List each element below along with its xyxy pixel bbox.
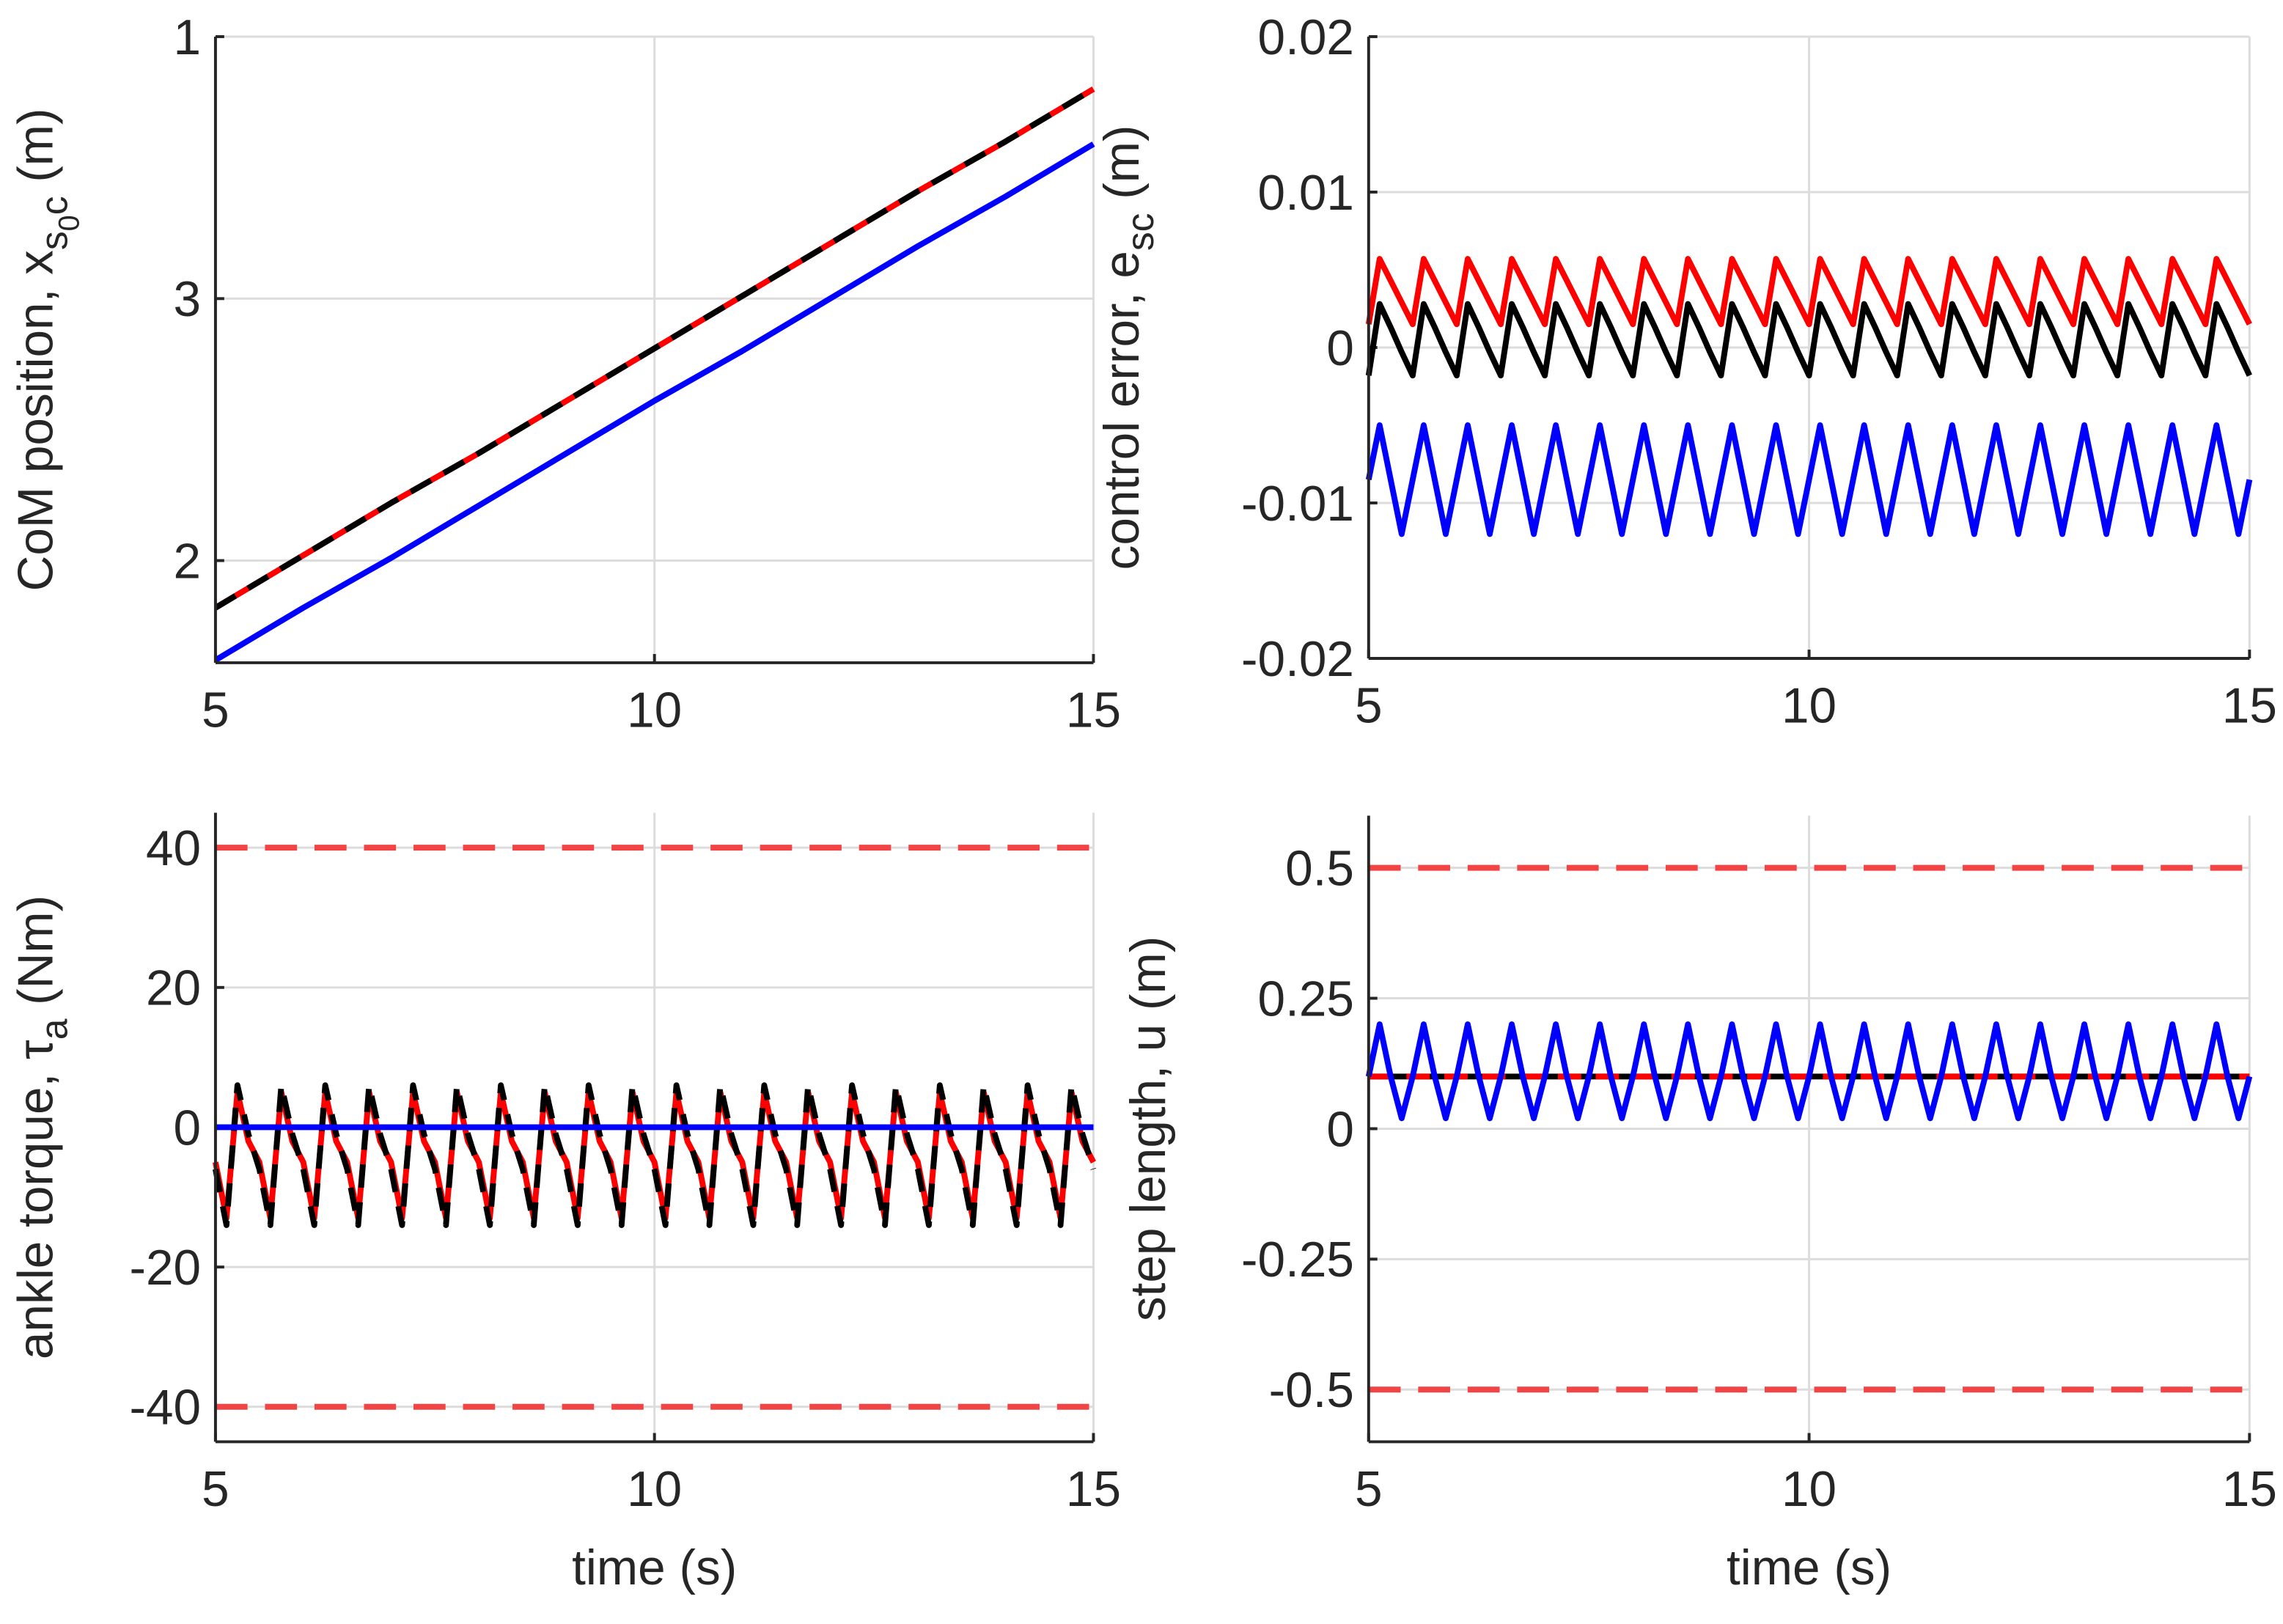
x-tick-label: 15 (2222, 1462, 2277, 1517)
x-tick-label: 10 (1782, 1462, 1837, 1517)
data-line (1365, 1021, 2253, 1122)
y-tick-label: -40 (129, 1381, 201, 1436)
y-axis-label-part: a (32, 1018, 75, 1040)
plot-area (1365, 256, 2253, 537)
data-line (1365, 422, 2253, 537)
y-tick-label: 0.25 (1258, 971, 1354, 1026)
x-tick-label: 5 (202, 1462, 229, 1517)
x-tick-label: 10 (627, 683, 682, 738)
data-line (213, 1082, 1097, 1228)
y-tick-label: -0.5 (1269, 1363, 1354, 1418)
y-tick-label: 2 (174, 534, 202, 589)
y-axis-label-part: 0 (53, 215, 85, 231)
y-tick-label: 0.02 (1258, 10, 1354, 65)
y-tick-label: 0.01 (1258, 166, 1354, 221)
x-tick-label: 5 (1355, 1462, 1383, 1517)
y-axis-label: ankle torque, τa (Nm) (8, 895, 75, 1359)
y-tick-label: -0.25 (1241, 1232, 1354, 1287)
y-axis-label-part: CoM position, x (8, 250, 63, 592)
plot-area (1365, 864, 2253, 1393)
y-axis-label: control error, esc (m) (1095, 125, 1161, 570)
y-axis-label: step length, u (m) (1121, 936, 1176, 1321)
x-tick-label: 5 (1355, 678, 1383, 733)
x-tick-label: 15 (1066, 683, 1121, 738)
y-tick-label: 0.5 (1285, 841, 1354, 896)
data-line (1365, 301, 2252, 379)
y-axis-label-part: (m) (1095, 125, 1150, 213)
y-axis-label-part: sc (1119, 213, 1161, 251)
x-tick-label: 10 (1782, 678, 1837, 733)
data-line (213, 87, 1095, 611)
x-axis-label: time (s) (1727, 1540, 1892, 1595)
data-line (213, 142, 1095, 663)
x-tick-label: 5 (202, 683, 229, 738)
y-axis-label: CoM position, xs0c (m) (8, 108, 85, 591)
y-tick-label: 20 (146, 961, 201, 1016)
plot-area (213, 87, 1095, 663)
y-axis-label-part: control error, e (1095, 251, 1150, 570)
y-tick-label: 1 (174, 10, 202, 65)
y-tick-label: -20 (129, 1241, 201, 1296)
plot-area (213, 845, 1097, 1410)
data-line (1365, 256, 2252, 328)
y-tick-label: 0 (1326, 321, 1354, 376)
y-axis-label-part: τ (8, 1040, 63, 1059)
y-tick-label: 0 (1326, 1102, 1354, 1157)
x-tick-label: 15 (1066, 1462, 1121, 1517)
y-tick-label: 3 (174, 272, 202, 327)
y-axis-label-part: c (32, 196, 75, 215)
y-tick-label: -0.01 (1241, 477, 1354, 532)
y-tick-label: 0 (174, 1101, 202, 1155)
y-axis-label-part: (Nm) (8, 895, 63, 1019)
y-tick-label: 40 (146, 821, 201, 876)
y-axis-label-part: (m) (8, 108, 63, 196)
y-axis-label-part: ankle torque, (8, 1059, 63, 1359)
y-axis-label-part: step length, u (m) (1121, 936, 1176, 1321)
x-tick-label: 15 (2222, 678, 2277, 733)
y-tick-label: -0.02 (1241, 632, 1354, 687)
x-axis-label: time (s) (572, 1540, 737, 1595)
x-tick-label: 10 (627, 1462, 682, 1517)
y-axis-label-part: s (32, 231, 75, 250)
